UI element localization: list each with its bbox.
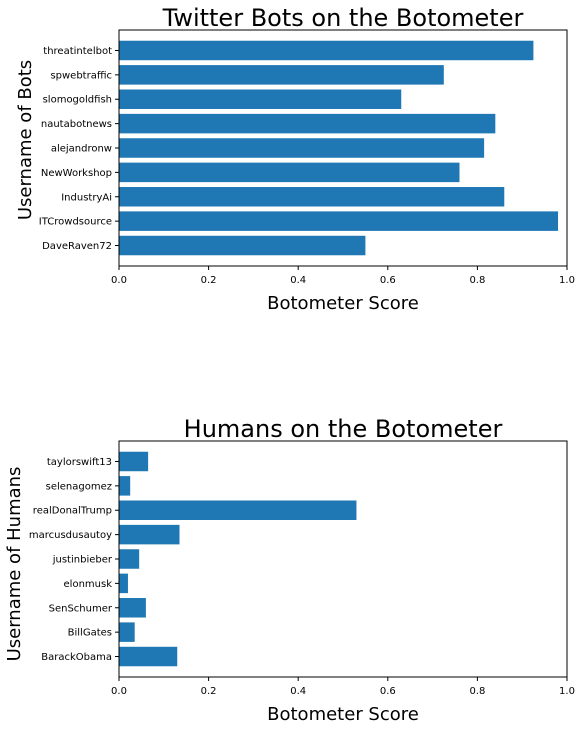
humans-x-tick-label: 0.0 — [111, 686, 127, 697]
humans-y-tick-label: SenSchumer — [49, 603, 113, 614]
bots-bar-DaveRaven72 — [119, 235, 366, 256]
humans-y-tick-label: marcusdusautoy — [29, 530, 112, 541]
humans-plot-frame — [118, 440, 568, 678]
bots-y-tick-label: NewWorkshop — [41, 168, 112, 179]
humans-y-tick-label: taylorswift13 — [47, 457, 112, 468]
bots-plot-frame — [118, 29, 568, 267]
bots-bar-spwebtraffic — [119, 65, 444, 85]
bots-chart-title: Twitter Bots on the Botometer — [162, 4, 524, 32]
humans-y-tick-label: BarackObama — [41, 652, 112, 663]
humans-y-tick-label: selenagomez — [46, 481, 112, 492]
bots-bar-nautabotnews — [119, 113, 496, 134]
humans-y-ticks: BarackObama BillGates SenSchumer elonmusk ju… — [29, 457, 119, 663]
bots-bar-NewWorkshop — [119, 162, 460, 183]
bots-x-tick-label: 0.6 — [380, 275, 396, 286]
bots-x-tick-label: 1.0 — [559, 275, 575, 286]
bots-y-tick-label: ITCrowdsource — [39, 217, 112, 228]
humans-chart-title: Humans on the Botometer — [184, 415, 503, 443]
humans-x-tick-label: 0.8 — [469, 686, 485, 697]
humans-bar-BillGates — [119, 622, 135, 642]
humans-bar-taylorswift13 — [119, 451, 149, 472]
bots-x-tick-label: 0.2 — [201, 275, 217, 286]
bots-x-tick-label: 0.4 — [290, 275, 306, 286]
bots-y-tick-label: spwebtraffic — [50, 70, 112, 81]
humans-y-tick-label: justinbieber — [52, 555, 113, 566]
bots-bar-ITCrowdsource — [119, 211, 559, 231]
bots-y-tick-label: nautabotnews — [41, 119, 112, 130]
humans-bar-realDonalTrump — [119, 500, 357, 520]
humans-bar-SenSchumer — [119, 598, 146, 618]
humans-y-tick-label: elonmusk — [64, 579, 113, 590]
humans-x-tick-label: 0.6 — [380, 686, 396, 697]
humans-bar-selenagomez — [119, 476, 131, 496]
bots-bar-alejandronw — [119, 138, 485, 158]
bots-x-tick-label: 0.0 — [111, 275, 127, 286]
bots-y-tick-label: DaveRaven72 — [42, 241, 112, 252]
bots-bar-threatintelbot — [119, 40, 534, 61]
humans-bars — [119, 451, 357, 667]
bots-x-axis-label: Botometer Score — [267, 293, 419, 314]
bots-bars — [119, 40, 559, 256]
humans-x-tick-label: 0.2 — [201, 686, 217, 697]
bots-chart: Twitter Bots on the Botometer Botometer … — [15, 4, 575, 314]
humans-x-tick-label: 0.4 — [290, 686, 306, 697]
humans-y-tick-label: realDonalTrump — [33, 506, 112, 517]
humans-x-ticks: 0.0 0.2 0.4 0.6 0.8 1.0 — [111, 677, 575, 697]
bots-x-tick-label: 0.8 — [469, 275, 485, 286]
humans-bar-justinbieber — [119, 549, 140, 569]
humans-x-tick-label: 1.0 — [559, 686, 575, 697]
bots-x-ticks: 0.0 0.2 0.4 0.6 0.8 1.0 — [111, 266, 575, 286]
humans-y-tick-label: BillGates — [68, 628, 112, 639]
humans-bar-marcusdusautoy — [119, 524, 180, 545]
humans-x-axis-label: Botometer Score — [267, 704, 419, 725]
humans-chart: Humans on the Botometer Botometer Score … — [4, 415, 575, 725]
bots-y-tick-label: threatintelbot — [43, 46, 112, 57]
bots-bar-slomogoldfish — [119, 89, 402, 109]
humans-bar-elonmusk — [119, 573, 128, 594]
humans-y-axis-label: Username of Humans — [4, 467, 25, 662]
bots-y-ticks: DaveRaven72 ITCrowdsource IndustryAi NewWor… — [39, 46, 119, 252]
bots-y-tick-label: slomogoldfish — [43, 95, 112, 106]
bots-y-tick-label: alejandronw — [51, 144, 112, 155]
bots-y-axis-label: Username of Bots — [15, 60, 36, 220]
bots-bar-IndustryAi — [119, 187, 505, 207]
bots-y-tick-label: IndustryAi — [61, 192, 112, 203]
humans-bar-BarackObama — [119, 646, 178, 667]
